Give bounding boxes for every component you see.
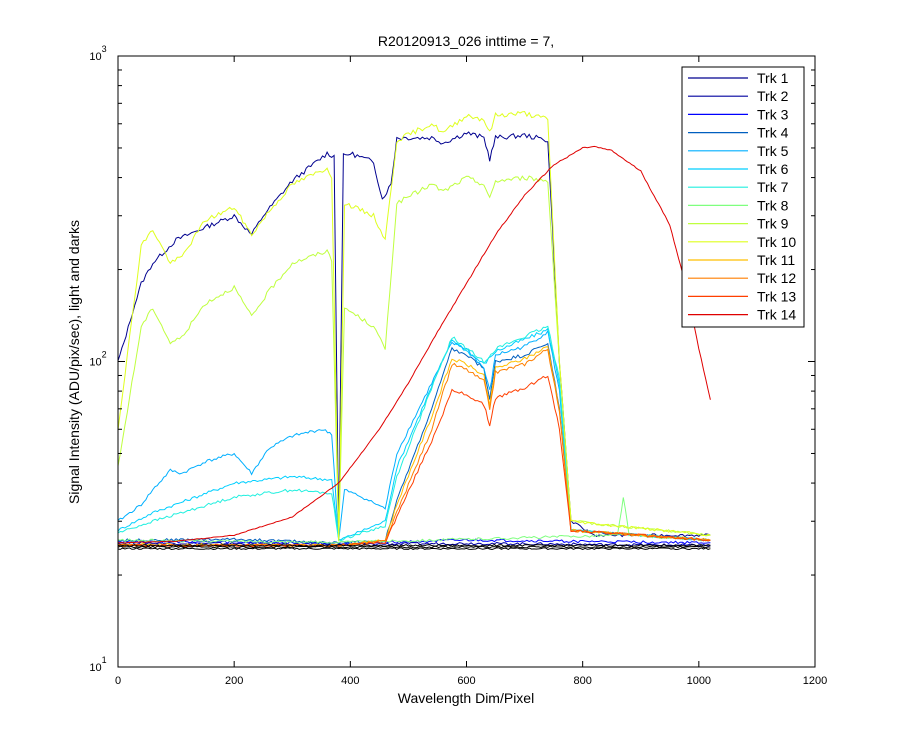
legend-label: Trk 4 — [757, 125, 789, 141]
series-line-trk-12 — [117, 348, 711, 548]
x-axis-ticks: 0 200 400 600 800 1000 1200 — [115, 56, 827, 687]
y-tick-base: 10 — [89, 51, 101, 63]
dark-frame-line — [117, 545, 711, 549]
legend-label: Trk 2 — [757, 88, 789, 104]
series-line-trk-3 — [118, 538, 711, 545]
series-line-trk-2 — [117, 541, 711, 547]
series-line-trk-13 — [117, 375, 711, 548]
x-tick-label: 200 — [225, 675, 243, 687]
series-line-trk-1 — [117, 131, 711, 538]
dark-frame-line — [117, 547, 711, 551]
series-line-trk-10 — [117, 110, 711, 541]
y-tick-exponent: 2 — [102, 350, 107, 360]
y-tick-exponent: 1 — [102, 655, 107, 665]
legend-label: Trk 5 — [757, 143, 789, 159]
legend-label: Trk 8 — [757, 197, 789, 213]
x-tick-label: 1200 — [803, 675, 827, 687]
legend-label: Trk 9 — [757, 216, 789, 232]
y-axis-title: Signal Intensity (ADU/pix/sec), light an… — [66, 220, 82, 504]
x-tick-label: 1000 — [687, 675, 711, 687]
legend-label: Trk 12 — [757, 270, 796, 286]
y-tick-base: 10 — [89, 357, 101, 369]
legend-label: Trk 11 — [757, 252, 795, 268]
legend-label: Trk 1 — [757, 70, 789, 86]
series-line-trk-14 — [117, 145, 711, 544]
series-line-trk-8 — [117, 497, 711, 544]
legend-label: Trk 7 — [757, 179, 789, 195]
y-tick-label: 102 — [89, 350, 106, 369]
x-tick-label: 600 — [457, 675, 475, 687]
x-tick-label: 400 — [341, 675, 359, 687]
dark-frame-layer — [117, 544, 711, 551]
dark-frame-line — [117, 544, 711, 547]
legend-box — [681, 66, 805, 328]
legend-label: Trk 10 — [757, 234, 796, 250]
y-tick-label: 103 — [89, 44, 106, 63]
y-tick-exponent: 3 — [102, 44, 107, 54]
legend-label: Trk 3 — [757, 106, 789, 122]
series-layer — [117, 110, 711, 548]
x-tick-label: 0 — [115, 675, 121, 687]
x-axis-title: Wavelength Dim/Pixel — [398, 690, 534, 706]
y-tick-label: 101 — [89, 655, 106, 674]
chart-title: R20120913_026 inttime = 7, — [378, 33, 554, 49]
y-tick-base: 10 — [89, 662, 101, 674]
legend-label: Trk 6 — [757, 161, 789, 177]
legend-label: Trk 13 — [757, 288, 796, 304]
legend-label: Trk 14 — [757, 307, 796, 323]
legend: Trk 1 Trk 2 Trk 3 Trk 4 Trk 5 Trk 6 Trk 7 Trk 8… — [681, 66, 805, 328]
x-tick-label: 800 — [573, 675, 591, 687]
